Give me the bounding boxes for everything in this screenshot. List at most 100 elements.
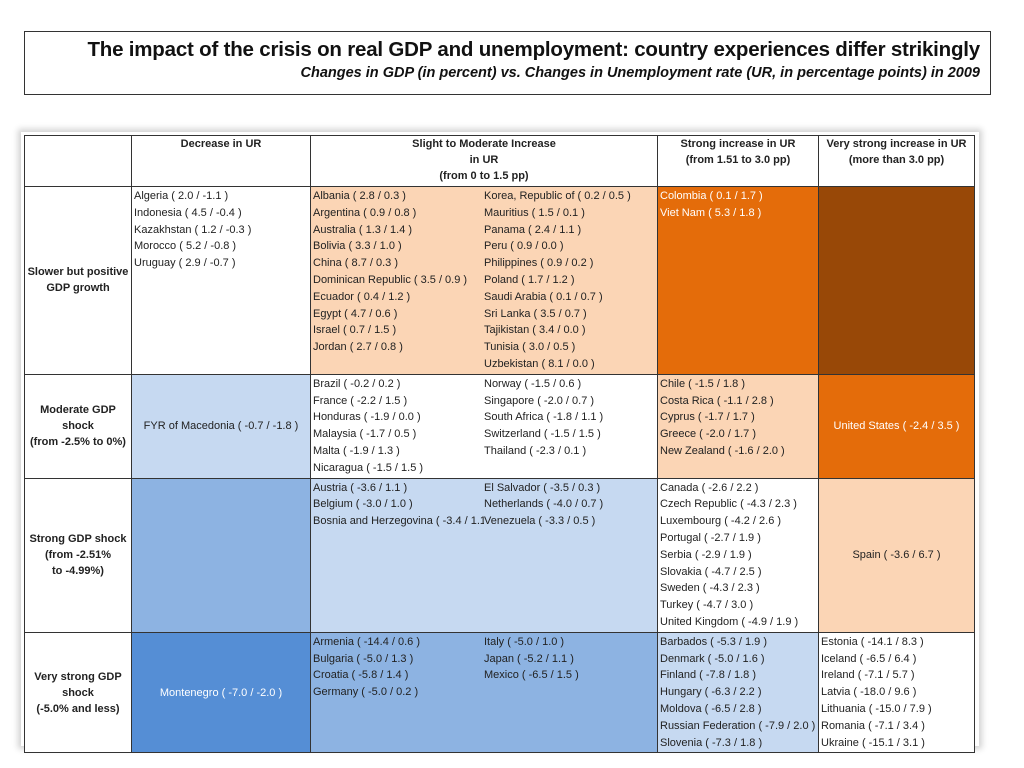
country-entry: New Zealand ( -1.6 / 2.0 ) bbox=[660, 444, 785, 457]
country-entry: South Africa ( -1.8 / 1.1 ) bbox=[484, 411, 604, 424]
country-entry: Portugal ( -2.7 / 1.9 ) bbox=[660, 531, 761, 544]
country-entry: Japan ( -5.2 / 1.1 ) bbox=[484, 652, 574, 665]
header-row: Decrease in UR Slight to Moderate Increa… bbox=[24, 135, 975, 187]
col-header-line: Decrease in UR bbox=[180, 138, 262, 150]
country-entry: United Kingdom ( -4.9 / 1.9 ) bbox=[660, 615, 799, 628]
row-label-line: Very strong GDP bbox=[34, 670, 122, 683]
country-entry: Hungary ( -6.3 / 2.2 ) bbox=[660, 686, 762, 699]
country-entry: Egypt ( 4.7 / 0.6 ) bbox=[313, 307, 398, 320]
country-entry: Lithuania ( -15.0 / 7.9 ) bbox=[821, 702, 932, 715]
col-header-line: Strong increase in UR bbox=[680, 138, 796, 150]
country-entry: Dominican Republic ( 3.5 / 0.9 ) bbox=[313, 273, 468, 286]
row-label-line: to -4.99%) bbox=[52, 565, 104, 578]
country-entry: Spain ( -3.6 / 6.7 ) bbox=[852, 549, 941, 562]
col-header-very-strong: Very strong increase in UR (more than 3.… bbox=[818, 135, 975, 187]
cell-very-strong: Estonia ( -14.1 / 8.3 ) Iceland ( -6.5 /… bbox=[818, 631, 975, 754]
col-header-line: (from 0 to 1.5 pp) bbox=[439, 170, 529, 182]
country-entry: China ( 8.7 / 0.3 ) bbox=[313, 257, 398, 270]
country-entry: Venezuela ( -3.3 / 0.5 ) bbox=[484, 515, 596, 528]
row-label-line: (from -2.5% to 0%) bbox=[30, 436, 126, 449]
country-entry: Albania ( 2.8 / 0.3 ) bbox=[313, 190, 406, 202]
country-entry: Malta ( -1.9 / 1.3 ) bbox=[313, 444, 400, 457]
country-entry: Belgium ( -3.0 / 1.0 ) bbox=[313, 498, 413, 511]
row-strong-shock: Strong GDP shock (from -2.51% to -4.99%)… bbox=[24, 477, 975, 633]
country-entry: Singapore ( -2.0 / 0.7 ) bbox=[484, 394, 595, 407]
country-entry: Russian Federation ( -7.9 / 2.0 ) bbox=[660, 719, 816, 732]
row-label-line: GDP growth bbox=[46, 282, 110, 295]
country-entry: Serbia ( -2.9 / 1.9 ) bbox=[660, 548, 752, 561]
country-entry: Algeria ( 2.0 / -1.1 ) bbox=[134, 190, 229, 202]
country-entry: El Salvador ( -3.5 / 0.3 ) bbox=[484, 481, 601, 494]
country-entry: Ukraine ( -15.1 / 3.1 ) bbox=[821, 736, 925, 749]
row-label-line: Moderate GDP bbox=[40, 404, 116, 417]
row-label-line: Strong GDP shock bbox=[29, 533, 127, 546]
country-entry: Greece ( -2.0 / 1.7 ) bbox=[660, 428, 756, 441]
country-entry: Italy ( -5.0 / 1.0 ) bbox=[484, 635, 565, 648]
cell-strong: Chile ( -1.5 / 1.8 ) Costa Rica ( -1.1 /… bbox=[657, 373, 819, 479]
country-entry: Australia ( 1.3 / 1.4 ) bbox=[313, 223, 413, 236]
country-entry: Norway ( -1.5 / 0.6 ) bbox=[484, 377, 582, 390]
row-label: Slower but positive GDP growth bbox=[24, 186, 132, 375]
country-entry: Armenia ( -14.4 / 0.6 ) bbox=[313, 635, 420, 648]
country-entry: Czech Republic ( -4.3 / 2.3 ) bbox=[660, 498, 797, 511]
country-entry: Costa Rica ( -1.1 / 2.8 ) bbox=[660, 394, 774, 407]
country-entry: Brazil ( -0.2 / 0.2 ) bbox=[313, 377, 401, 390]
country-entry: Saudi Arabia ( 0.1 / 0.7 ) bbox=[484, 290, 603, 303]
cell-very-strong: United States ( -2.4 / 3.5 ) bbox=[818, 373, 975, 479]
col-header-line: in UR bbox=[469, 154, 499, 166]
cell-decrease: Algeria ( 2.0 / -1.1 ) Indonesia ( 4.5 /… bbox=[131, 186, 311, 375]
cell-decrease bbox=[131, 477, 311, 633]
country-entry: Sri Lanka ( 3.5 / 0.7 ) bbox=[484, 307, 587, 320]
cell-moderate: Armenia ( -14.4 / 0.6 ) Bulgaria ( -5.0 … bbox=[310, 631, 658, 754]
country-entry: Montenegro ( -7.0 / -2.0 ) bbox=[159, 686, 283, 699]
country-entry: Korea, Republic of ( 0.2 / 0.5 ) bbox=[484, 190, 631, 202]
country-entry: Austria ( -3.6 / 1.1 ) bbox=[313, 481, 408, 494]
cell-moderate: Austria ( -3.6 / 1.1 ) Belgium ( -3.0 / … bbox=[310, 477, 658, 633]
country-entry: Iceland ( -6.5 / 6.4 ) bbox=[821, 652, 917, 665]
cell-moderate: Brazil ( -0.2 / 0.2 ) France ( -2.2 / 1.… bbox=[310, 373, 658, 479]
country-entry: Switzerland ( -1.5 / 1.5 ) bbox=[484, 428, 601, 441]
col-header-line: Slight to Moderate Increase bbox=[412, 138, 556, 150]
gdp-unemployment-matrix: Decrease in UR Slight to Moderate Increa… bbox=[24, 135, 975, 754]
country-entry: Ecuador ( 0.4 / 1.2 ) bbox=[313, 290, 411, 303]
country-entry: Peru ( 0.9 / 0.0 ) bbox=[484, 240, 564, 253]
country-entry: Romania ( -7.1 / 3.4 ) bbox=[821, 719, 925, 732]
country-entry: Turkey ( -4.7 / 3.0 ) bbox=[660, 599, 754, 612]
cell-strong: Colombia ( 0.1 / 1.7 ) Viet Nam ( 5.3 / … bbox=[657, 186, 819, 375]
cell-very-strong: Spain ( -3.6 / 6.7 ) bbox=[818, 477, 975, 633]
country-entry: Bosnia and Herzegovina ( -3.4 / 1.1 ) bbox=[313, 515, 484, 528]
country-entry: Cyprus ( -1.7 / 1.7 ) bbox=[660, 411, 755, 424]
row-label-line: (from -2.51% bbox=[44, 549, 112, 562]
country-entry: Latvia ( -18.0 / 9.6 ) bbox=[821, 686, 917, 699]
country-entry: Ireland ( -7.1 / 5.7 ) bbox=[821, 669, 915, 682]
cell-strong: Barbados ( -5.3 / 1.9 ) Denmark ( -5.0 /… bbox=[657, 631, 819, 754]
country-entry: Colombia ( 0.1 / 1.7 ) bbox=[660, 190, 763, 202]
country-entry: Finland ( -7.8 / 1.8 ) bbox=[660, 669, 756, 682]
country-entry: Slovenia ( -7.3 / 1.8 ) bbox=[660, 736, 763, 749]
country-entry: Malaysia ( -1.7 / 0.5 ) bbox=[313, 428, 417, 441]
col-header-strong: Strong increase in UR (from 1.51 to 3.0 … bbox=[657, 135, 819, 187]
country-entry: Germany ( -5.0 / 0.2 ) bbox=[313, 686, 419, 699]
country-entry: Nicaragua ( -1.5 / 1.5 ) bbox=[313, 461, 424, 474]
col-header-line: (from 1.51 to 3.0 pp) bbox=[685, 154, 791, 166]
cell-strong: Canada ( -2.6 / 2.2 ) Czech Republic ( -… bbox=[657, 477, 819, 633]
row-label-line: (-5.0% and less) bbox=[36, 702, 120, 715]
row-very-strong-shock: Very strong GDP shock (-5.0% and less) M… bbox=[24, 631, 975, 754]
country-entry: Honduras ( -1.9 / 0.0 ) bbox=[313, 411, 421, 424]
country-entry: Croatia ( -5.8 / 1.4 ) bbox=[313, 669, 409, 682]
country-entry: Thailand ( -2.3 / 0.1 ) bbox=[484, 444, 587, 457]
country-entry: Poland ( 1.7 / 1.2 ) bbox=[484, 273, 575, 286]
country-entry: Barbados ( -5.3 / 1.9 ) bbox=[660, 635, 767, 648]
row-label-line: Slower but positive bbox=[27, 266, 129, 279]
page-subtitle: Changes in GDP (in percent) vs. Changes … bbox=[300, 65, 980, 81]
country-entry: Morocco ( 5.2 / -0.8 ) bbox=[134, 240, 237, 253]
col-header-line: (more than 3.0 pp) bbox=[848, 154, 945, 166]
country-entry: Philippines ( 0.9 / 0.2 ) bbox=[484, 257, 594, 270]
row-label-line: shock bbox=[62, 420, 94, 433]
row-moderate-shock: Moderate GDP shock (from -2.5% to 0%) FY… bbox=[24, 373, 975, 479]
country-entry: Chile ( -1.5 / 1.8 ) bbox=[660, 377, 745, 390]
country-entry: Denmark ( -5.0 / 1.6 ) bbox=[660, 652, 765, 665]
title-box: The impact of the crisis on real GDP and… bbox=[24, 31, 991, 95]
col-header-decrease: Decrease in UR bbox=[131, 135, 311, 187]
cell-very-strong bbox=[818, 186, 975, 375]
